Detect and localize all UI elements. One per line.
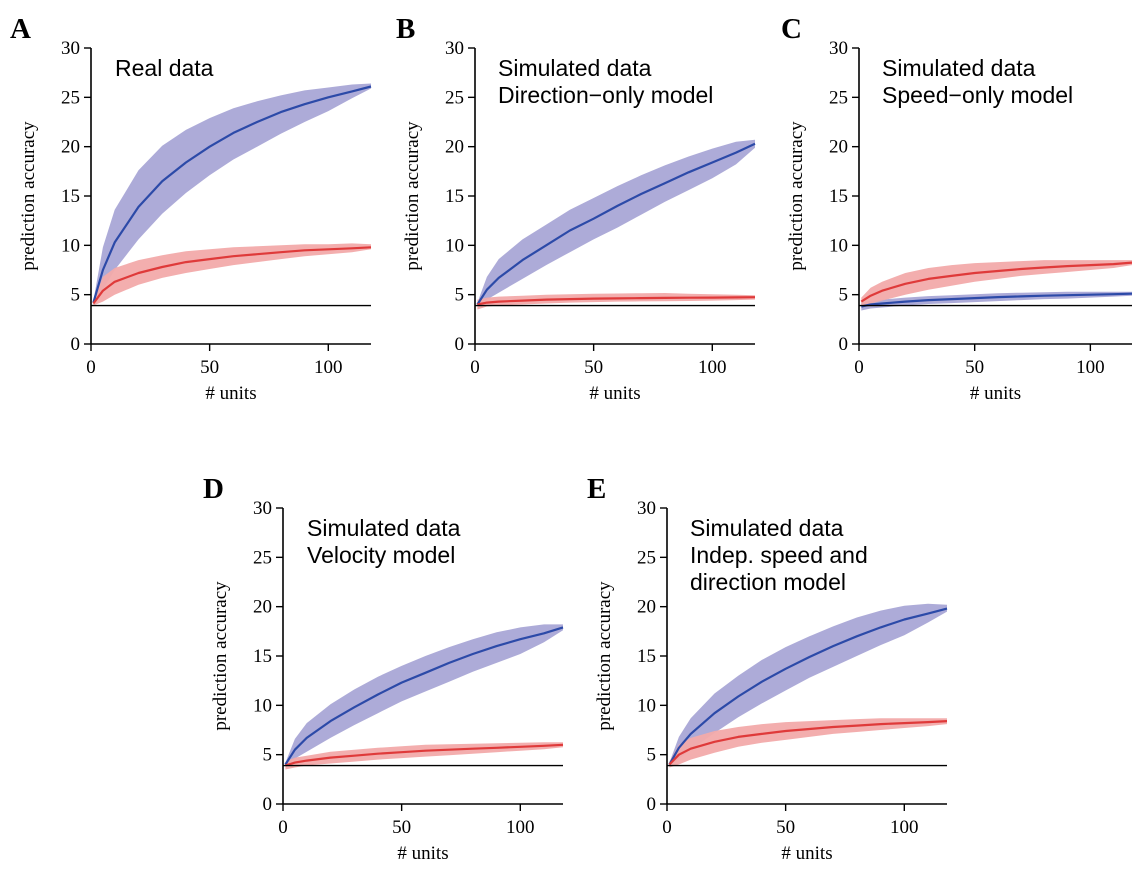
y-tick-label: 25 bbox=[61, 87, 80, 108]
x-tick-label: 50 bbox=[584, 357, 603, 378]
panel-letter: D bbox=[203, 473, 224, 505]
x-tick-label: 50 bbox=[200, 357, 219, 378]
blue-mean-line bbox=[861, 292, 1132, 308]
panel-annotation: direction model bbox=[690, 569, 846, 595]
y-tick-label: 25 bbox=[445, 87, 464, 108]
y-tick-label: 5 bbox=[839, 285, 849, 306]
red-confidence-band bbox=[285, 742, 563, 770]
y-tick-label: 25 bbox=[829, 87, 848, 108]
panel-d: 0 5 10 15 20 25 30 0 50 100 # units prediction accu… bbox=[203, 473, 564, 864]
y-tick-label: 0 bbox=[455, 334, 465, 355]
blue-mean-line bbox=[668, 607, 948, 766]
blue-mean-line bbox=[92, 85, 372, 303]
y-tick-label: 0 bbox=[263, 794, 273, 815]
y-tick-label: 15 bbox=[445, 186, 464, 207]
x-tick-label: 0 bbox=[278, 817, 288, 838]
y-tick-label: 30 bbox=[253, 498, 272, 519]
panel-a: 0 5 10 15 20 25 30 0 50 100 # units prediction accu… bbox=[10, 13, 372, 404]
x-axis-label: # units bbox=[205, 383, 256, 404]
panel-annotation: Simulated data bbox=[307, 515, 461, 541]
y-tick-label: 20 bbox=[61, 137, 80, 158]
y-tick-label: 30 bbox=[445, 38, 464, 59]
panel-e: 0 5 10 15 20 25 30 0 50 100 # units prediction accu… bbox=[587, 473, 948, 864]
panel-annotation: Speed−only model bbox=[882, 82, 1073, 108]
y-tick-label: 15 bbox=[829, 186, 848, 207]
x-tick-label: 100 bbox=[506, 817, 535, 838]
blue-confidence-band bbox=[669, 603, 947, 767]
y-tick-label: 5 bbox=[71, 285, 81, 306]
x-tick-label: 0 bbox=[86, 357, 96, 378]
panel-letter: A bbox=[10, 13, 31, 45]
y-tick-label: 20 bbox=[445, 137, 464, 158]
blue-confidence-band bbox=[285, 624, 563, 767]
x-tick-label: 100 bbox=[890, 817, 919, 838]
y-tick-label: 10 bbox=[829, 235, 848, 256]
y-tick-label: 15 bbox=[61, 186, 80, 207]
red-confidence-band bbox=[669, 718, 947, 768]
y-tick-label: 20 bbox=[829, 137, 848, 158]
panel-letter: B bbox=[396, 13, 415, 45]
y-axis-label: prediction accuracy bbox=[402, 121, 423, 271]
x-tick-label: 50 bbox=[392, 817, 411, 838]
blue-mean-line bbox=[284, 626, 564, 766]
y-tick-label: 20 bbox=[253, 597, 272, 618]
blue-confidence-band bbox=[477, 139, 755, 307]
y-tick-label: 0 bbox=[839, 334, 849, 355]
x-tick-label: 0 bbox=[662, 817, 672, 838]
x-tick-label: 50 bbox=[776, 817, 795, 838]
x-axis-label: # units bbox=[970, 383, 1021, 404]
y-axis-label: prediction accuracy bbox=[786, 121, 807, 271]
panel-b: 0 5 10 15 20 25 30 0 50 100 # units prediction accu… bbox=[396, 13, 756, 404]
y-tick-label: 10 bbox=[637, 695, 656, 716]
y-tick-label: 25 bbox=[253, 547, 272, 568]
y-tick-label: 20 bbox=[637, 597, 656, 618]
y-tick-label: 10 bbox=[253, 695, 272, 716]
y-tick-label: 5 bbox=[455, 285, 465, 306]
x-tick-label: 100 bbox=[698, 357, 727, 378]
y-tick-label: 10 bbox=[445, 235, 464, 256]
panel-annotation: Simulated data bbox=[690, 515, 844, 541]
x-tick-label: 50 bbox=[965, 357, 984, 378]
y-tick-label: 30 bbox=[637, 498, 656, 519]
red-mean-line bbox=[285, 743, 564, 767]
red-mean-line bbox=[477, 296, 756, 306]
y-tick-label: 10 bbox=[61, 235, 80, 256]
panel-c: 0 5 10 15 20 25 30 0 50 100 # units prediction accu… bbox=[781, 13, 1132, 404]
x-axis-label: # units bbox=[781, 843, 832, 864]
x-axis-label: # units bbox=[589, 383, 640, 404]
x-tick-label: 100 bbox=[314, 357, 343, 378]
red-mean-line bbox=[92, 246, 372, 305]
y-tick-label: 0 bbox=[647, 794, 657, 815]
panel-letter: C bbox=[781, 13, 802, 45]
blue-confidence-band bbox=[861, 291, 1132, 311]
panel-annotation: Indep. speed and bbox=[690, 542, 868, 568]
y-tick-label: 15 bbox=[253, 646, 272, 667]
panel-annotation: Direction−only model bbox=[498, 82, 713, 108]
blue-mean-line bbox=[476, 142, 756, 306]
red-confidence-band bbox=[93, 243, 372, 306]
y-tick-label: 30 bbox=[61, 38, 80, 59]
x-tick-label: 100 bbox=[1076, 357, 1105, 378]
red-confidence-band bbox=[861, 260, 1132, 306]
panel-annotation: Velocity model bbox=[307, 542, 455, 568]
x-tick-label: 0 bbox=[470, 357, 480, 378]
y-tick-label: 15 bbox=[637, 646, 656, 667]
y-axis-label: prediction accuracy bbox=[18, 121, 39, 271]
red-mean-line bbox=[668, 720, 948, 766]
y-tick-label: 5 bbox=[647, 745, 657, 766]
y-tick-label: 30 bbox=[829, 38, 848, 59]
y-tick-label: 5 bbox=[263, 745, 273, 766]
panel-letter: E bbox=[587, 473, 606, 505]
red-mean-line bbox=[860, 261, 1132, 303]
panel-annotation: Simulated data bbox=[498, 55, 652, 81]
y-axis-label: prediction accuracy bbox=[210, 581, 231, 731]
y-tick-label: 25 bbox=[637, 547, 656, 568]
x-tick-label: 0 bbox=[854, 357, 864, 378]
x-axis-label: # units bbox=[397, 843, 448, 864]
panel-annotation: Real data bbox=[115, 55, 214, 81]
y-tick-label: 0 bbox=[71, 334, 81, 355]
y-axis-label: prediction accuracy bbox=[594, 581, 615, 731]
panel-annotation: Simulated data bbox=[882, 55, 1036, 81]
